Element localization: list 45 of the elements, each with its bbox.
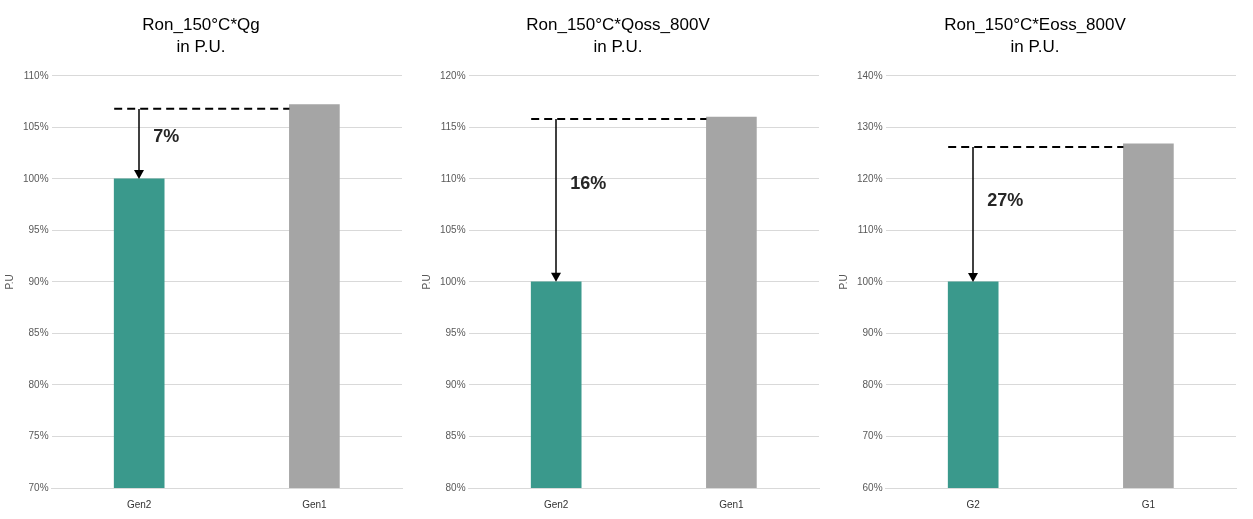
chart-title: Ron_150°C*Qg [142,14,260,34]
y-tick-label: 100% [23,172,49,184]
y-tick-label: 120% [857,172,883,184]
y-tick-label: 105% [440,224,466,236]
y-tick-label: 105% [23,121,49,133]
y-tick-label: 80% [862,378,883,390]
x-tick-label: Gen2 [543,498,569,510]
y-tick-label: 100% [440,275,466,287]
y-tick-label: 70% [862,430,883,442]
y-tick-label: 115% [440,121,466,133]
x-tick-label: Gen1 [719,498,745,510]
y-tick-label: 75% [28,430,49,442]
y-tick-label: 95% [28,224,49,236]
x-tick-label: Gen1 [302,498,328,510]
y-tick-label: 130% [857,121,883,133]
annotation: 27% [987,189,1024,210]
y-tick-label: 140% [857,69,883,81]
y-tick-label: 80% [28,378,49,390]
y-axis-title: P.U [837,274,849,290]
y-tick-label: 90% [445,378,466,390]
x-tick-label: G1 [1141,498,1156,510]
y-axis-title: P.U [420,274,432,290]
chart-subtitle: in P.U. [593,37,643,57]
y-tick-label: 110% [440,172,466,184]
x-tick-label: G2 [966,498,981,510]
chart-title: Ron_150°C*Qoss_800V [526,14,711,34]
chart-subtitle: in P.U. [1010,37,1060,57]
y-tick-label: 120% [440,69,466,81]
y-axis-title: P.U [3,274,15,290]
y-tick-label: 70% [28,481,49,493]
y-tick-label: 90% [28,275,49,287]
y-tick-label: 90% [862,327,883,339]
chart-title: Ron_150°C*Eoss_800V [944,14,1127,34]
y-tick-label: 85% [28,327,49,339]
x-tick-label: Gen2 [126,498,152,510]
y-tick-label: 110% [23,69,49,81]
y-tick-label: 95% [445,327,466,339]
y-tick-label: 100% [857,275,883,287]
y-tick-label: 80% [445,481,466,493]
annotation: 16% [570,173,607,194]
chart-subtitle: in P.U. [176,37,226,57]
y-tick-label: 85% [445,430,466,442]
annotation: 7% [153,125,180,146]
y-tick-label: 110% [857,224,883,236]
y-tick-label: 60% [862,481,883,493]
